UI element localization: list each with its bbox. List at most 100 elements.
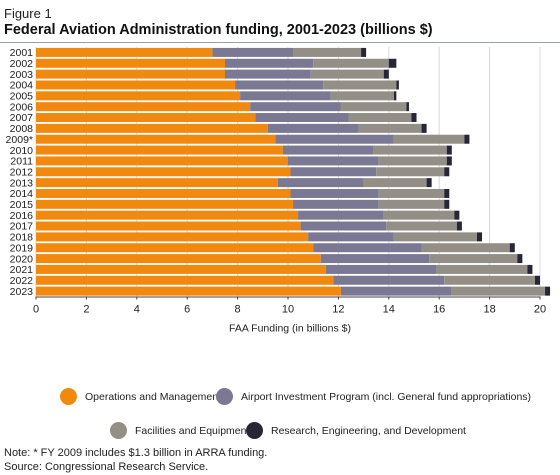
bar-operations-2001 (36, 47, 213, 57)
bar-airport-2021 (325, 264, 437, 274)
bar-research-2015 (444, 199, 450, 209)
category-label-2004: 2004 (10, 80, 34, 92)
bar-facilities-2002 (313, 58, 389, 68)
category-label-2020: 2020 (10, 253, 34, 265)
bar-operations-2019 (36, 243, 314, 253)
x-tick-label-14: 14 (383, 304, 395, 316)
legend-swatch-research (246, 422, 263, 439)
bar-research-2014 (444, 188, 450, 198)
legend-item-facilities: Facilities and Equipment (110, 422, 249, 439)
x-tick-label-12: 12 (332, 304, 344, 316)
bar-operations-2008 (36, 123, 268, 133)
bar-facilities-2004 (323, 80, 397, 90)
category-label-2018: 2018 (10, 232, 34, 244)
bar-operations-2022 (36, 275, 334, 285)
bar-research-2003 (383, 69, 389, 79)
bar-operations-2018 (36, 232, 309, 242)
category-label-2006: 2006 (10, 101, 34, 113)
x-tick-label-10: 10 (282, 304, 294, 316)
bar-operations-2013 (36, 178, 278, 188)
bar-research-2006 (406, 102, 409, 112)
bar-research-2013 (426, 178, 432, 188)
bar-research-2009-star (464, 134, 470, 144)
bar-operations-2006 (36, 102, 251, 112)
bar-research-2004 (396, 80, 399, 90)
bar-research-2002 (388, 58, 397, 68)
category-label-2011: 2011 (10, 156, 33, 168)
bar-facilities-2014 (378, 188, 445, 198)
bar-research-2020 (517, 254, 523, 264)
figure-label: Figure 1 (4, 6, 52, 21)
x-tick-label-18: 18 (483, 304, 495, 316)
bar-airport-2007 (255, 113, 349, 123)
bar-operations-2010 (36, 145, 283, 155)
bar-facilities-2017 (386, 221, 457, 231)
bar-facilities-2012 (376, 167, 445, 177)
x-axis-label: FAA Funding (in billions $) (229, 323, 351, 335)
bar-operations-2011 (36, 156, 288, 166)
bar-airport-2002 (225, 58, 314, 68)
category-label-2016: 2016 (10, 210, 34, 222)
bar-airport-2001 (212, 47, 294, 57)
legend-item-airport: Airport Investment Program (incl. Genera… (216, 388, 531, 405)
category-label-2017: 2017 (10, 221, 34, 233)
category-label-2010: 2010 (10, 145, 34, 157)
bar-facilities-2008 (358, 123, 422, 133)
category-label-2007: 2007 (10, 112, 34, 124)
bar-operations-2015 (36, 199, 294, 209)
bar-research-2012 (444, 167, 450, 177)
bar-operations-2020 (36, 254, 321, 264)
category-label-2021: 2021 (10, 264, 34, 276)
category-label-2008: 2008 (10, 123, 34, 135)
x-tick-label-20: 20 (534, 304, 546, 316)
bar-facilities-2009-star (393, 134, 465, 144)
bar-research-2010 (446, 145, 452, 155)
bar-airport-2009-star (275, 134, 394, 144)
legend-swatch-operations (60, 388, 77, 405)
bar-facilities-2001 (293, 47, 362, 57)
category-label-2013: 2013 (10, 177, 34, 189)
bar-facilities-2005 (330, 91, 394, 101)
legend-label-operations: Operations and Management (85, 390, 222, 403)
bar-airport-2014 (290, 188, 379, 198)
bar-facilities-2023 (451, 286, 546, 296)
bar-facilities-2020 (429, 254, 518, 264)
bar-facilities-2019 (421, 243, 510, 253)
bar-facilities-2010 (373, 145, 447, 155)
x-tick-label-8: 8 (235, 304, 241, 316)
category-label-2009-star: 2009* (6, 134, 33, 146)
bar-research-2018 (477, 232, 483, 242)
bar-facilities-2015 (378, 199, 445, 209)
bar-research-2017 (456, 221, 462, 231)
x-tick-label-2: 2 (83, 304, 89, 316)
bar-operations-2005 (36, 91, 241, 101)
category-label-2014: 2014 (10, 188, 34, 200)
bar-airport-2012 (290, 167, 377, 177)
bar-operations-2021 (36, 264, 326, 274)
bar-airport-2003 (225, 69, 311, 79)
bar-airport-2016 (298, 210, 384, 220)
category-label-2022: 2022 (10, 275, 34, 287)
bar-airport-2023 (340, 286, 452, 296)
bar-facilities-2013 (363, 178, 427, 188)
category-label-2003: 2003 (10, 69, 34, 81)
legend-label-research: Research, Engineering, and Development (271, 424, 466, 437)
bar-airport-2022 (333, 275, 445, 285)
bar-operations-2009-star (36, 134, 276, 144)
x-tick-label-16: 16 (433, 304, 445, 316)
bar-airport-2017 (300, 221, 387, 231)
x-tick-label-0: 0 (33, 304, 39, 316)
category-label-2005: 2005 (10, 91, 34, 103)
bar-operations-2014 (36, 188, 291, 198)
bar-facilities-2016 (383, 210, 455, 220)
bar-research-2011 (446, 156, 452, 166)
bar-research-2022 (534, 275, 540, 285)
x-tick-label-4: 4 (134, 304, 140, 316)
bar-facilities-2006 (340, 102, 407, 112)
bar-research-2019 (509, 243, 515, 253)
bar-airport-2006 (250, 102, 341, 112)
category-label-2012: 2012 (10, 166, 34, 178)
bar-operations-2003 (36, 69, 225, 79)
legend-swatch-facilities (110, 422, 127, 439)
bar-research-2008 (421, 123, 427, 133)
